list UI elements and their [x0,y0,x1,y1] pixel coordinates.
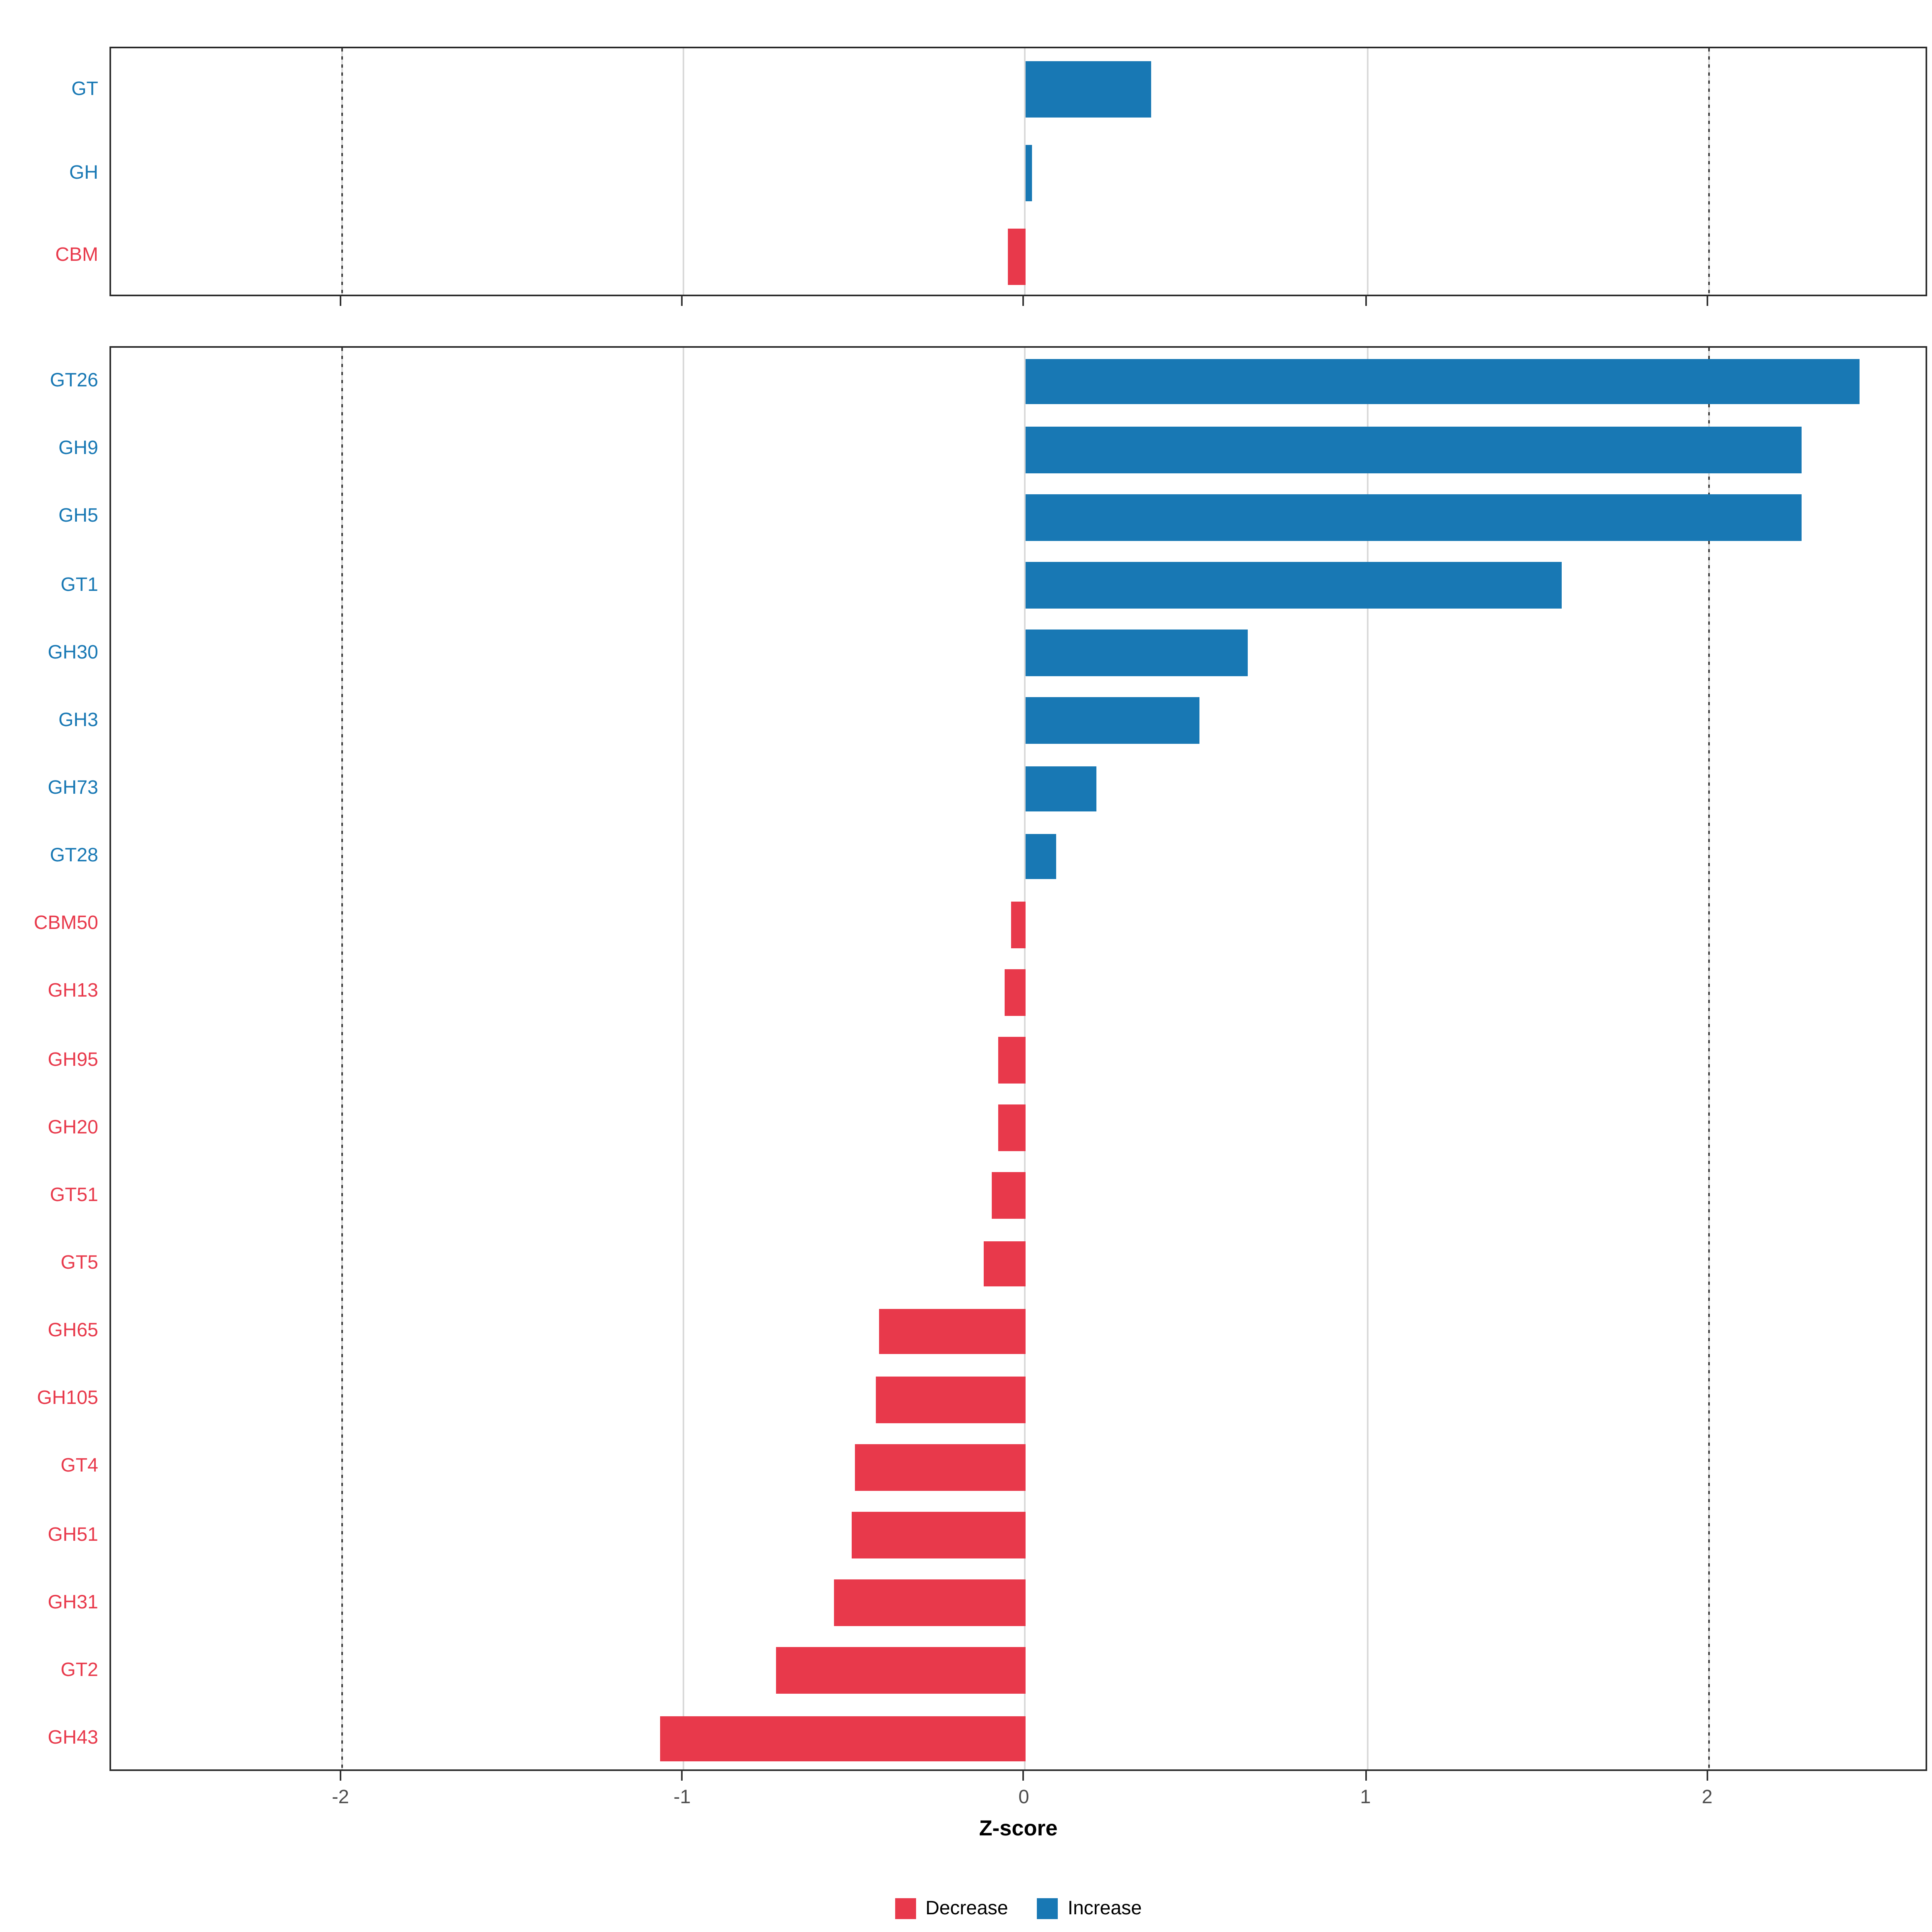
major-gridline [1366,348,1368,1769]
bar-GH105 [875,1376,1026,1423]
x-axis-tick [681,1771,683,1781]
x-axis-tick [1706,296,1708,306]
x-axis-tick [681,296,683,306]
category-label-GH31: GH31 [47,1590,98,1613]
bar-GH31 [834,1580,1026,1626]
category-label-GT26: GT26 [50,369,98,392]
bar-GT1 [1025,562,1562,609]
dotted-reference-line [341,348,343,1769]
category-label-GT: GT [71,77,98,100]
bar-GH13 [1005,969,1026,1016]
major-gridline [1366,48,1368,295]
chart-legend: Decrease Increase [109,1897,1927,1919]
category-label-GT1: GT1 [60,572,98,595]
dotted-reference-line [1708,48,1710,295]
bar-GH20 [998,1105,1026,1151]
x-axis-tick [1023,296,1025,306]
category-label-CBM50: CBM50 [33,911,98,934]
category-label-GH9: GH9 [58,436,98,459]
category-label-GH3: GH3 [58,708,98,731]
category-label-GT2: GT2 [60,1658,98,1681]
x-axis-tick [1364,1771,1366,1781]
x-axis-tick [339,1771,341,1781]
category-label-GH73: GH73 [47,776,98,799]
major-gridline [1024,348,1026,1769]
bar-GH43 [660,1715,1026,1762]
bar-GH [1025,144,1032,202]
category-label-GT4: GT4 [60,1454,98,1477]
bar-GT28 [1025,833,1056,880]
bar-GT [1025,62,1152,118]
category-label-CBM: CBM [55,243,98,266]
bar-GT2 [776,1647,1026,1694]
legend-label-increase: Increase [1067,1897,1142,1919]
bar-GT51 [991,1172,1026,1219]
bar-GH65 [878,1308,1026,1355]
category-label-GH13: GH13 [47,979,98,1002]
legend-item-decrease: Decrease [895,1897,1008,1919]
families-panel [109,346,1927,1771]
summary-panel [109,47,1927,296]
category-label-GT5: GT5 [60,1251,98,1274]
bar-GH73 [1025,766,1097,812]
major-gridline [683,348,685,1769]
x-axis-tick-label: 2 [1701,1785,1713,1808]
category-label-GH5: GH5 [58,504,98,527]
bar-GT5 [984,1241,1026,1287]
legend-label-decrease: Decrease [925,1897,1008,1919]
x-axis-title: Z-score [979,1816,1058,1840]
bar-GT26 [1025,358,1859,405]
x-axis-tick-label: -1 [673,1785,691,1808]
category-label-GT51: GT51 [50,1183,98,1206]
dotted-reference-line [341,48,343,295]
x-axis-tick-label: 1 [1360,1785,1371,1808]
category-label-GH: GH [69,160,98,183]
category-label-GH43: GH43 [47,1726,98,1748]
bar-GH3 [1025,698,1200,744]
category-label-GT28: GT28 [50,844,98,867]
bar-GH51 [851,1512,1026,1558]
decrease-swatch-icon [895,1897,916,1918]
bar-GT4 [855,1444,1026,1490]
bar-CBM [1008,228,1026,285]
bar-GH95 [998,1037,1026,1084]
major-gridline [683,48,685,295]
x-axis-tick [1706,1771,1708,1781]
x-axis-tick [1364,296,1366,306]
x-axis-tick [339,296,341,306]
bar-GH9 [1025,426,1801,473]
dotted-reference-line [1708,348,1710,1769]
x-axis-tick-label: 0 [1018,1785,1029,1808]
category-label-GH105: GH105 [37,1386,98,1409]
legend-item-increase: Increase [1037,1897,1142,1919]
x-axis-tick [1023,1771,1025,1781]
category-label-GH65: GH65 [47,1319,98,1342]
bar-GH30 [1025,630,1248,676]
bar-GH5 [1025,494,1801,541]
bar-CBM50 [1011,901,1026,948]
increase-swatch-icon [1037,1897,1058,1918]
category-label-GH20: GH20 [47,1115,98,1138]
category-label-GH51: GH51 [47,1522,98,1545]
category-label-GH95: GH95 [47,1047,98,1070]
category-label-GH30: GH30 [47,640,98,663]
x-axis-tick-label: -2 [332,1785,349,1808]
